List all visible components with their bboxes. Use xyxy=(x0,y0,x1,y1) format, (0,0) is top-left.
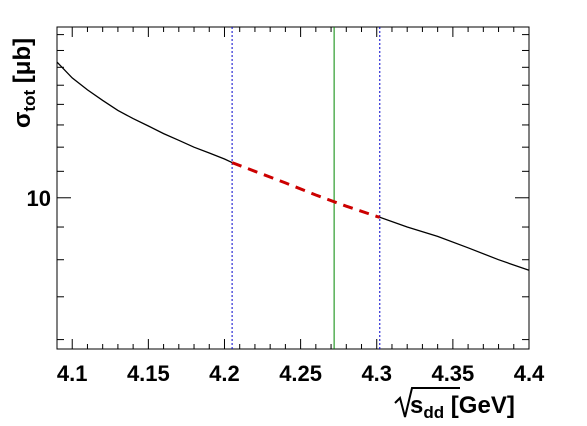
y-label-sub: tot xyxy=(20,90,39,112)
x-tick-label: 4.2 xyxy=(209,361,240,386)
x-tick-label: 4.3 xyxy=(361,361,392,386)
x-tick-label: 4.15 xyxy=(127,361,170,386)
y-label-prefix: σ xyxy=(9,112,36,128)
data-series xyxy=(56,61,530,271)
y-tick-label: 10 xyxy=(27,186,51,211)
svg-text:σtot [μb]: σtot [μb] xyxy=(9,38,39,128)
series-line xyxy=(56,61,233,164)
x-tick-label: 4.25 xyxy=(279,361,322,386)
x-label-prefix: s xyxy=(410,392,423,419)
x-label-sub: dd xyxy=(423,403,444,422)
axis-ticks xyxy=(56,27,530,349)
marker-lines xyxy=(231,27,381,349)
sqrt-symbol-icon xyxy=(394,387,460,418)
series-line xyxy=(379,216,530,271)
x-tick-labels: 4.1 4.15 4.2 4.25 4.3 4.35 4.4 xyxy=(57,361,545,386)
plot-frame xyxy=(56,26,530,350)
x-tick-label: 4.1 xyxy=(57,361,88,386)
plot-border xyxy=(56,26,530,350)
dashed-series-line xyxy=(231,161,381,219)
y-label-suffix: [μb] xyxy=(9,38,36,90)
y-tick-labels: 10 xyxy=(27,186,51,211)
x-tick-label: 4.4 xyxy=(514,361,545,386)
x-tick-label: 4.35 xyxy=(431,361,474,386)
x-axis-label: sdd [GeV] xyxy=(394,387,515,422)
svg-text:sdd [GeV]: sdd [GeV] xyxy=(410,392,515,422)
y-axis-label: σtot [μb] xyxy=(9,38,39,128)
x-label-suffix: [GeV] xyxy=(444,392,515,419)
